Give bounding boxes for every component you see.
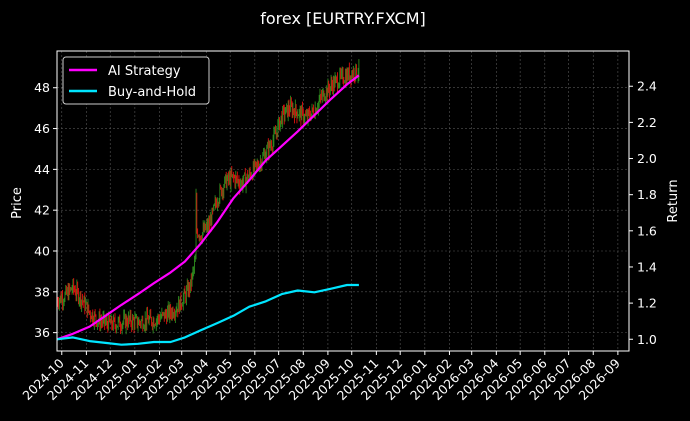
y-tick-label: 46: [34, 121, 50, 136]
y-tick-label: 48: [34, 80, 50, 95]
y-tick-label: 38: [34, 284, 50, 299]
ai-strategy-line: [56, 74, 360, 341]
legend-label-buy-and-hold: Buy-and-Hold: [108, 85, 196, 100]
chart-title: forex [EURTRY.FXCM]: [260, 9, 425, 28]
y2-tick-label: 1.2: [637, 296, 657, 311]
y2-tick-label: 2.0: [637, 151, 657, 166]
y-tick-label: 44: [34, 162, 50, 177]
y-tick-label: 40: [34, 244, 50, 259]
y2-tick-label: 2.4: [637, 79, 657, 94]
y-tick-label: 36: [34, 325, 50, 340]
legend-box: [62, 56, 210, 105]
buy-and-hold-line: [56, 283, 359, 346]
legend: AI Strategy Buy-and-Hold: [62, 56, 210, 105]
plot-frame: [56, 50, 630, 352]
legend-label-ai-strategy: AI Strategy: [108, 64, 181, 79]
return-axis-title: Return: [666, 179, 681, 222]
y2-tick-label: 2.2: [637, 115, 657, 130]
price-axis-title: Price: [10, 187, 25, 219]
y2-tick-label: 1.4: [637, 259, 657, 274]
return-axis: 1.0 1.2 1.4 1.6 1.8 2.0 2.2 2.4: [629, 79, 657, 347]
date-axis: 2024-102024-112024-122025-012025-022025-…: [19, 351, 623, 403]
return-lines: [56, 74, 360, 346]
y2-tick-label: 1.6: [637, 223, 657, 238]
y2-tick-label: 1.8: [637, 187, 657, 202]
price-series: [56, 59, 360, 335]
price-axis: 36 38 40 42 44 46 48: [34, 80, 57, 340]
y2-tick-label: 1.0: [637, 332, 657, 347]
y-tick-label: 42: [34, 203, 50, 218]
